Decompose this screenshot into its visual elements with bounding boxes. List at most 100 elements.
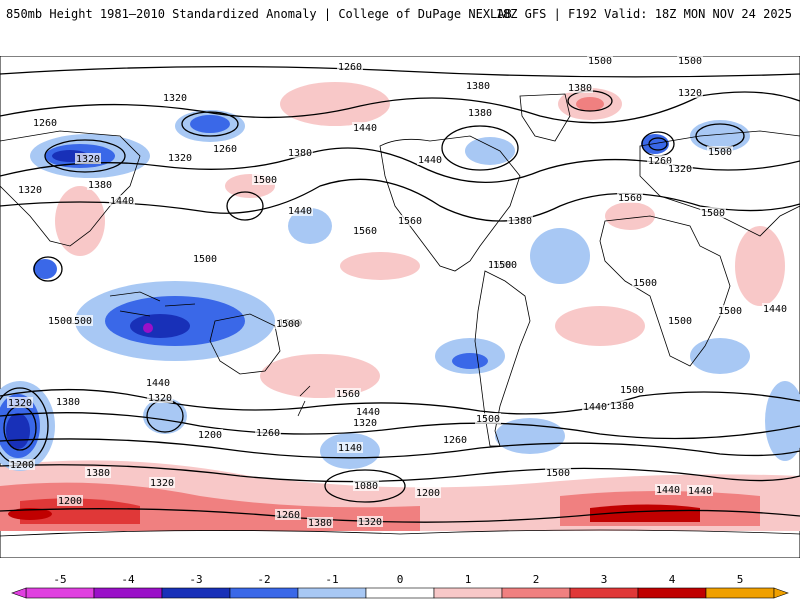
- contour-label-bg: [192, 253, 218, 264]
- contour-label-bg: [287, 205, 313, 216]
- colorbar-swatch: [637, 587, 707, 599]
- contour-line: [0, 438, 800, 459]
- contour-label: 1500: [68, 316, 92, 327]
- contour-label: 1200: [58, 496, 82, 507]
- colorbar-tick-label: 3: [601, 573, 608, 586]
- colorbar-tick-label: 4: [669, 573, 676, 586]
- contour-label-bg: [87, 179, 113, 190]
- contour-label-bg: [762, 303, 788, 314]
- colorbar-tick-label: 1: [465, 573, 472, 586]
- colorbar-tick-label: -4: [121, 573, 135, 586]
- contour-label: 1380: [308, 518, 332, 529]
- contour-label: 1440: [583, 402, 607, 413]
- contour-label: 1320: [76, 154, 100, 165]
- anomaly-negative: [530, 228, 590, 284]
- contour-label-bg: [667, 163, 693, 174]
- contour-label: 1500: [546, 468, 570, 479]
- contour-label: 1440: [356, 407, 380, 418]
- map-title: 850mb Height 1981–2010 Standardized Anom…: [6, 7, 512, 21]
- contour-label: 1500: [708, 147, 732, 158]
- contour-closed: [441, 125, 519, 171]
- anomaly-positive: [605, 202, 655, 230]
- contour-label-bg: [442, 434, 468, 445]
- contour-label-bg: [255, 427, 281, 438]
- contour-label: 1440: [288, 206, 312, 217]
- contour-label: 1440: [763, 304, 787, 315]
- contour-label: 1200: [416, 488, 440, 499]
- contour-closed: [648, 137, 668, 151]
- colorbar-arrow-right: [773, 587, 789, 599]
- colorbar-swatch: [161, 587, 231, 599]
- anomaly-negative: [143, 398, 187, 434]
- coastline-australia: [209, 313, 281, 375]
- anomaly-positive-core: [590, 504, 700, 522]
- contour-label: 1260: [256, 428, 280, 439]
- contour-label: 1440: [146, 378, 170, 389]
- contour-label-bg: [677, 56, 703, 66]
- colorbar-tick-label: -5: [53, 573, 66, 586]
- coastline-africa: [599, 215, 731, 367]
- anomaly-positive: [340, 252, 420, 280]
- contour-label-bg: [397, 215, 423, 226]
- contour-label: 1560: [398, 216, 422, 227]
- contour-label: 1380: [468, 108, 492, 119]
- contour-label: 1500: [253, 175, 277, 186]
- contour-label-bg: [545, 467, 571, 478]
- contour-label-bg: [475, 413, 501, 424]
- colorbar-swatch: [365, 587, 435, 599]
- contour-label-bg: [212, 143, 238, 154]
- contour-label: 1320: [678, 88, 702, 99]
- contour-label: 1320: [148, 393, 172, 404]
- coastline-greenland: [519, 93, 571, 142]
- colorbar-swatch: [93, 587, 163, 599]
- contour-label-bg: [47, 315, 73, 326]
- contour-label-bg: [67, 315, 93, 326]
- anomaly-positive: [55, 186, 105, 256]
- contour-label: 1440: [418, 155, 442, 166]
- contour-label: 1260: [276, 510, 300, 521]
- contour-label-bg: [337, 442, 363, 453]
- height-contours: [0, 66, 800, 523]
- colorbar-tick-label: -2: [257, 573, 270, 586]
- contour-label-bg: [275, 318, 301, 329]
- contour-label: 1320: [18, 185, 42, 196]
- contour-label-bg: [357, 516, 383, 527]
- contour-label: 1560: [618, 193, 642, 204]
- colorbar-swatch: [297, 587, 367, 599]
- colorbar-swatch: [569, 587, 639, 599]
- model-run-info: 18Z GFS | F192 Valid: 18Z MON NOV 24 202…: [495, 7, 792, 21]
- contour-label: 1200: [10, 460, 34, 471]
- contour-closed: [33, 256, 63, 282]
- colorbar-tick-label: 5: [737, 573, 744, 586]
- contour-label: 1440: [353, 123, 377, 134]
- contour-label-bg: [717, 305, 743, 316]
- contour-label: 1500: [588, 56, 612, 67]
- contour-closed: [44, 139, 126, 173]
- colorbar-swatch: [25, 587, 95, 599]
- contour-label-bg: [582, 401, 608, 412]
- contour-line: [0, 464, 800, 483]
- contour-label: 1200: [198, 430, 222, 441]
- contour-line: [0, 66, 800, 78]
- contour-label-bg: [287, 147, 313, 158]
- contour-label: 1500: [476, 414, 500, 425]
- contour-line: [0, 508, 800, 523]
- contour-label-bg: [415, 487, 441, 498]
- contour-label-bg: [335, 388, 361, 399]
- contour-label: 1320: [168, 153, 192, 164]
- coastline-antarctica: [0, 529, 800, 537]
- colorbar: -5 -4 -3 -2 -1 0 1 2 3 4 5: [11, 573, 789, 599]
- colorbar-tick-label: -1: [325, 573, 338, 586]
- contour-label: 1080: [354, 481, 378, 492]
- anomaly-positive: [260, 354, 380, 398]
- contour-label: 1320: [150, 478, 174, 489]
- contour-label-bg: [307, 517, 333, 528]
- contour-label: 1500: [193, 254, 217, 265]
- contour-label: 1500: [718, 306, 742, 317]
- contour-label-bg: [609, 400, 635, 411]
- contour-closed: [181, 111, 239, 137]
- contour-label-bg: [677, 87, 703, 98]
- contour-label-bg: [57, 495, 83, 506]
- contour-label-bg: [353, 480, 379, 491]
